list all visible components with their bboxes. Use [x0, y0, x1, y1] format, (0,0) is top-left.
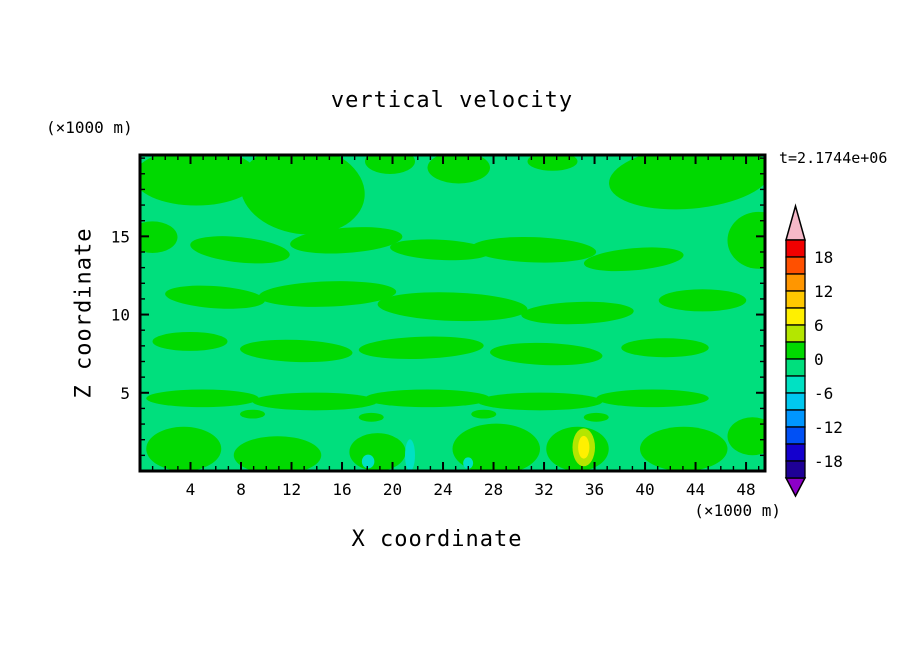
colorbar-tick-label: 0: [814, 350, 824, 369]
contour-blob: [146, 426, 222, 471]
x-tick-label: 28: [484, 480, 503, 499]
x-tick-label: 8: [236, 480, 246, 499]
contour-blob: [471, 409, 497, 419]
contour-extremum: [463, 457, 474, 469]
contour-blob: [727, 417, 765, 456]
contour-blob: [252, 392, 378, 411]
colorbar-segment: [785, 324, 806, 343]
x-tick-label: 4: [186, 480, 196, 499]
colorbar-segment: [785, 409, 806, 428]
contour-blob: [358, 336, 484, 360]
y-tick-label: 10: [111, 306, 130, 325]
x-axis-label: X coordinate: [351, 527, 523, 552]
contour-blob: [583, 412, 609, 422]
contour-blob: [609, 155, 765, 210]
colorbar-tick-label: -6: [814, 384, 833, 403]
contour-blob: [490, 342, 603, 366]
colorbar-segment: [785, 460, 806, 479]
contour-extremum: [361, 454, 375, 469]
x-tick-label: 12: [282, 480, 301, 499]
contour-blob: [140, 155, 259, 206]
plot-frame: [138, 153, 767, 473]
contour-extremum: [405, 439, 415, 471]
contour-blob: [640, 426, 728, 471]
contour-blob: [358, 412, 384, 422]
contour-blob: [146, 389, 259, 408]
contour-blob: [390, 239, 490, 261]
contour-blob: [349, 433, 406, 471]
colorbar-segment: [785, 358, 806, 377]
contour-blob: [152, 331, 228, 351]
contour-blob: [658, 289, 747, 312]
contour-blob: [240, 155, 365, 235]
x-tick-label: 16: [332, 480, 351, 499]
x-tick-label: 24: [433, 480, 452, 499]
contour-blob: [365, 389, 490, 408]
colorbar-tick-label: 6: [814, 316, 824, 335]
contour-blob: [165, 285, 265, 309]
colorbar-tick-label: -18: [814, 452, 843, 471]
colorbar-tick-label: -12: [814, 418, 843, 437]
contour-blob: [365, 155, 415, 174]
x-tick-label: 32: [534, 480, 553, 499]
contour-blob: [596, 389, 709, 408]
contour-blob: [621, 338, 709, 358]
chart-title: vertical velocity: [330, 88, 574, 113]
contour-field: [140, 155, 765, 471]
contour-blob: [240, 339, 353, 363]
colorbar-segment: [785, 443, 806, 462]
x-tick-label: 36: [585, 480, 604, 499]
colorbar-under-arrow: [784, 477, 807, 498]
contour-blob: [521, 301, 634, 325]
x-axis-units-label: (×1000 m): [694, 501, 781, 520]
x-tick-label: 44: [686, 480, 705, 499]
y-tick-label: 15: [111, 227, 130, 246]
y-axis-label: Z coordinate: [71, 227, 97, 399]
contour-blob: [377, 292, 528, 322]
contour-blob: [190, 236, 290, 264]
contour-blob: [471, 236, 597, 263]
contour-blob: [258, 281, 397, 307]
contour-blob: [527, 155, 578, 171]
colorbar-segment: [785, 290, 806, 309]
contour-blob: [477, 392, 603, 411]
contour-blob: [240, 409, 265, 419]
contour-blob: [583, 247, 684, 272]
contour-blob: [727, 211, 765, 269]
colorbar-tick-label: 18: [814, 248, 833, 267]
contour-blob: [290, 227, 403, 254]
y-tick-label: 5: [120, 384, 130, 403]
colorbar-segment: [785, 256, 806, 275]
colorbar-segment: [785, 273, 806, 292]
colorbar-segment: [785, 426, 806, 445]
x-tick-label: 48: [736, 480, 755, 499]
colorbar-segment: [785, 307, 806, 326]
contour-extremum: [578, 435, 590, 459]
colorbar-segment: [785, 375, 806, 394]
contour-blob: [452, 423, 540, 471]
x-tick-label: 20: [383, 480, 402, 499]
colorbar-over-arrow: [785, 203, 806, 241]
time-annotation: t=2.1744e+06: [779, 149, 888, 167]
colorbar: 18 12 6 0 -6 -12 -18: [784, 203, 843, 498]
colorbar-segment: [785, 341, 806, 360]
contour-blob: [233, 436, 322, 471]
x-tick-label: 40: [635, 480, 654, 499]
colorbar-segment: [785, 239, 806, 258]
contour-blob: [140, 221, 178, 253]
colorbar-tick-label: 12: [814, 282, 833, 301]
y-axis-units-label: (×1000 m): [46, 118, 133, 137]
colorbar-segment: [785, 392, 806, 411]
